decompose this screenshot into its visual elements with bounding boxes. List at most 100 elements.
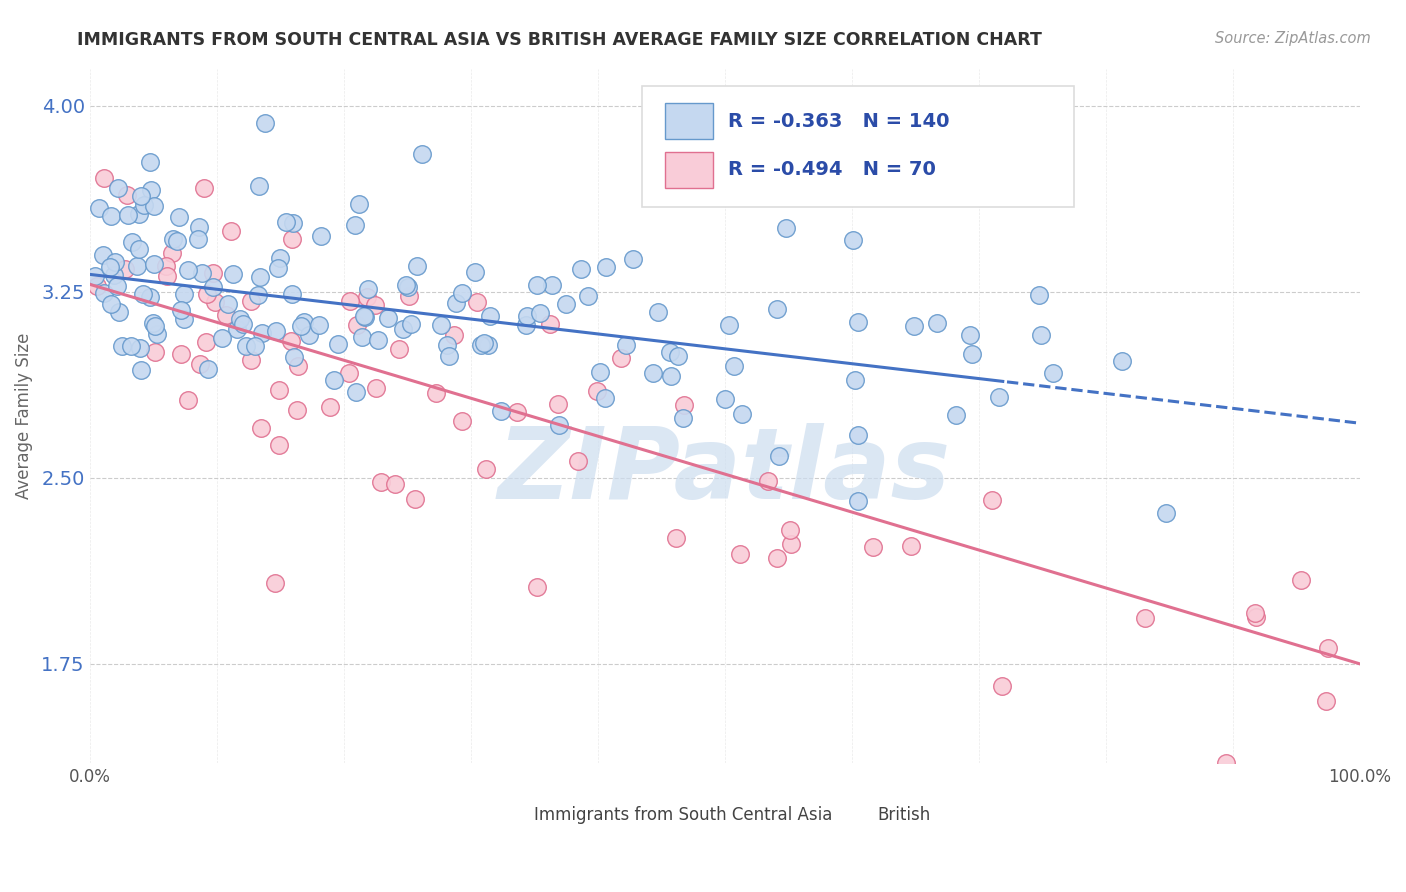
Point xyxy=(250,326,273,340)
Point xyxy=(195,335,218,350)
Point xyxy=(281,232,304,246)
Point xyxy=(766,301,789,316)
Point xyxy=(436,338,458,352)
Point xyxy=(103,268,125,282)
Point xyxy=(173,311,195,326)
Point xyxy=(846,493,869,508)
Point xyxy=(1042,367,1064,381)
Point xyxy=(844,372,866,386)
Point xyxy=(900,539,922,553)
Point xyxy=(104,255,127,269)
Point xyxy=(398,289,420,303)
Point xyxy=(775,220,797,235)
Point xyxy=(610,351,633,365)
Point xyxy=(143,318,166,333)
Point xyxy=(621,252,644,267)
Point xyxy=(145,327,167,342)
Point xyxy=(846,315,869,329)
Point xyxy=(339,293,361,308)
Point xyxy=(167,210,190,224)
Point xyxy=(274,214,297,228)
Point xyxy=(406,260,429,274)
Point xyxy=(166,235,188,249)
Point xyxy=(170,303,193,318)
Point xyxy=(173,286,195,301)
Point xyxy=(730,407,752,421)
Point xyxy=(247,287,270,301)
Point xyxy=(945,408,967,422)
Point xyxy=(666,349,689,363)
Point xyxy=(903,318,925,333)
Point xyxy=(388,342,411,356)
Point xyxy=(323,373,346,387)
Point xyxy=(283,351,305,365)
Point xyxy=(444,295,467,310)
Point xyxy=(308,318,330,333)
Bar xyxy=(665,103,713,139)
Point xyxy=(115,187,138,202)
Point xyxy=(384,476,406,491)
Point xyxy=(665,531,688,545)
Point xyxy=(83,269,105,284)
Point xyxy=(439,349,461,363)
Point xyxy=(352,330,374,344)
Point xyxy=(177,262,200,277)
Point xyxy=(1215,756,1237,770)
Point xyxy=(366,380,388,394)
Point xyxy=(193,181,215,195)
Text: IMMIGRANTS FROM SOUTH CENTRAL ASIA VS BRITISH AVERAGE FAMILY SIZE CORRELATION CH: IMMIGRANTS FROM SOUTH CENTRAL ASIA VS BR… xyxy=(77,31,1042,49)
Point xyxy=(283,216,305,230)
Point xyxy=(538,317,561,331)
Point xyxy=(470,338,492,352)
Point xyxy=(263,575,285,590)
Point xyxy=(425,386,447,401)
Point xyxy=(1244,610,1267,624)
Point xyxy=(779,523,801,537)
Point xyxy=(267,384,290,398)
Point xyxy=(370,475,392,489)
Point xyxy=(672,410,695,425)
Point xyxy=(451,286,474,301)
Point xyxy=(226,322,249,336)
Point xyxy=(768,449,790,463)
Text: British: British xyxy=(877,806,931,824)
Point xyxy=(187,219,209,234)
Point xyxy=(430,318,453,333)
Point xyxy=(114,261,136,276)
Point xyxy=(240,352,263,367)
Point xyxy=(269,438,291,452)
Bar xyxy=(665,152,713,188)
Point xyxy=(254,116,277,130)
Point xyxy=(479,309,502,323)
Point xyxy=(589,365,612,379)
Point xyxy=(569,262,592,277)
Point xyxy=(117,208,139,222)
Point xyxy=(344,385,367,400)
Point xyxy=(235,339,257,353)
Point xyxy=(1029,328,1052,343)
Point xyxy=(647,305,669,319)
Point xyxy=(243,339,266,353)
Point xyxy=(142,199,165,213)
Point xyxy=(988,390,1011,404)
Point xyxy=(292,315,315,329)
Point xyxy=(91,248,114,262)
Point xyxy=(714,392,737,406)
Point xyxy=(927,316,949,330)
Point xyxy=(156,269,179,284)
Point xyxy=(155,259,177,273)
Point xyxy=(443,328,465,343)
Point xyxy=(328,336,350,351)
Point xyxy=(548,418,571,433)
Point xyxy=(395,278,418,293)
Point xyxy=(247,178,270,193)
Point xyxy=(190,266,212,280)
Point xyxy=(392,322,415,336)
Point xyxy=(718,318,741,332)
Point xyxy=(287,359,309,374)
Point xyxy=(1154,506,1177,520)
Text: Source: ZipAtlas.com: Source: ZipAtlas.com xyxy=(1215,31,1371,46)
Point xyxy=(142,316,165,330)
Point xyxy=(959,328,981,343)
Point xyxy=(125,259,148,273)
